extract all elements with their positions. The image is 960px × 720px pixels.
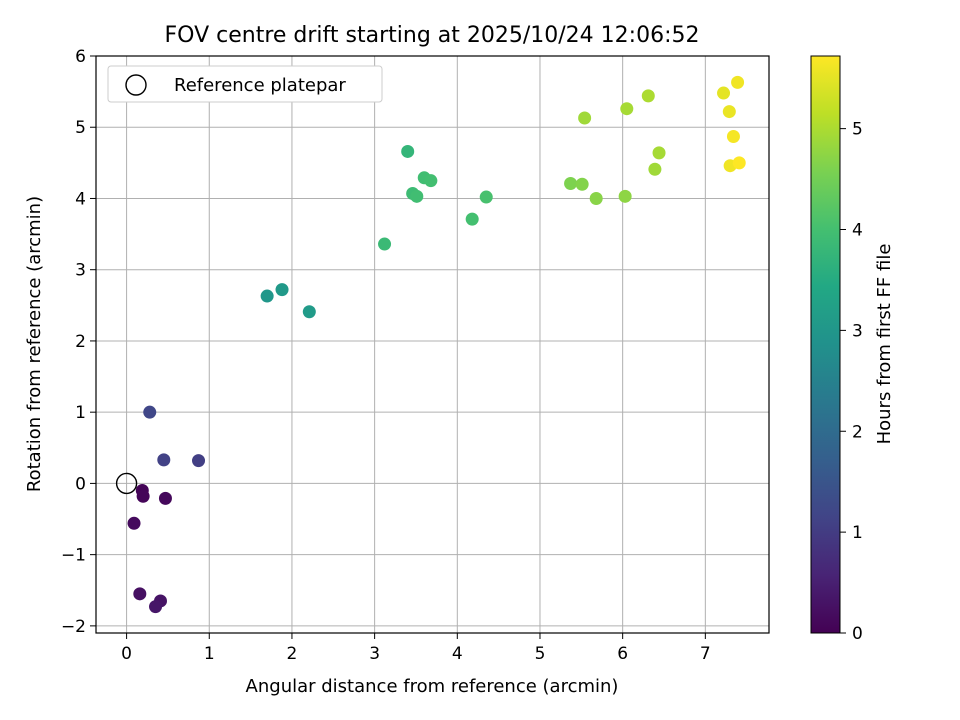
x-tick-label: 2 (287, 644, 298, 664)
colorbar-tick-label: 1 (852, 523, 863, 543)
data-points (127, 75, 746, 614)
data-point (641, 89, 655, 103)
data-point (465, 212, 479, 226)
data-point (136, 489, 150, 503)
data-point (275, 283, 289, 297)
colorbar: 0 1 2 3 4 5 Hours from first FF file (810, 55, 895, 644)
x-tick-label: 1 (204, 644, 215, 664)
colorbar-gradient (810, 55, 841, 634)
colorbar-tick-label: 5 (852, 120, 863, 140)
data-point (133, 587, 147, 601)
y-tick-label: 1 (75, 403, 86, 423)
data-point (149, 600, 163, 614)
colorbar-tick-label: 2 (852, 422, 863, 442)
legend: Reference platepar (107, 65, 383, 103)
reference-marker (115, 472, 138, 495)
data-point (378, 237, 392, 251)
x-tick-label: 0 (121, 644, 132, 664)
data-point (731, 75, 745, 89)
colorbar-tick-label: 3 (852, 321, 863, 341)
data-point (127, 516, 141, 530)
legend-reference-label: Reference platepar (174, 75, 346, 96)
data-point (648, 162, 662, 176)
data-point (410, 189, 424, 203)
y-tick-label: 3 (75, 261, 86, 281)
grid-lines (96, 55, 769, 633)
x-tick-label: 3 (369, 644, 380, 664)
colorbar-tick-label: 0 (852, 624, 863, 644)
chart-title: FOV centre drift starting at 2025/10/24 … (165, 23, 700, 48)
colorbar-tick-label: 4 (852, 221, 863, 241)
data-point (652, 146, 666, 160)
y-axis-ticks: −2 −1 0 1 2 3 4 5 6 (61, 47, 96, 637)
data-point (157, 453, 171, 467)
y-tick-label: 2 (75, 332, 86, 352)
y-tick-label: −2 (61, 617, 86, 637)
x-tick-label: 5 (535, 644, 546, 664)
colorbar-label: Hours from first FF file (874, 244, 895, 445)
reference-marker-group (115, 472, 138, 495)
data-point (618, 189, 632, 203)
data-point (260, 289, 274, 303)
y-axis-label: Rotation from reference (arcmin) (24, 196, 45, 492)
data-point (578, 111, 592, 125)
y-tick-label: 0 (75, 474, 86, 494)
data-point (479, 190, 493, 204)
legend-reference-marker (125, 74, 147, 96)
x-tick-label: 6 (617, 644, 628, 664)
y-tick-label: 4 (75, 189, 86, 209)
y-tick-label: 6 (75, 47, 86, 67)
colorbar-ticks: 0 1 2 3 4 5 (840, 120, 863, 644)
x-axis-ticks: 0 1 2 3 4 5 6 7 (121, 633, 711, 664)
data-point (401, 144, 415, 158)
data-point (732, 156, 746, 170)
data-point (302, 305, 316, 319)
data-point (726, 129, 740, 143)
data-point (722, 105, 736, 119)
data-point (424, 174, 438, 188)
data-point (192, 454, 206, 468)
x-tick-label: 4 (452, 644, 463, 664)
x-axis-label: Angular distance from reference (arcmin) (246, 676, 619, 697)
data-point (717, 86, 731, 100)
legend-box (107, 65, 383, 103)
plot-frame (95, 55, 770, 634)
x-tick-label: 7 (700, 644, 711, 664)
y-tick-label: −1 (61, 546, 86, 566)
y-tick-label: 5 (75, 118, 86, 138)
data-point (575, 177, 589, 191)
data-point (589, 191, 603, 205)
data-point (564, 177, 578, 191)
data-point (158, 491, 172, 505)
data-point (620, 102, 634, 116)
data-point (143, 405, 157, 419)
